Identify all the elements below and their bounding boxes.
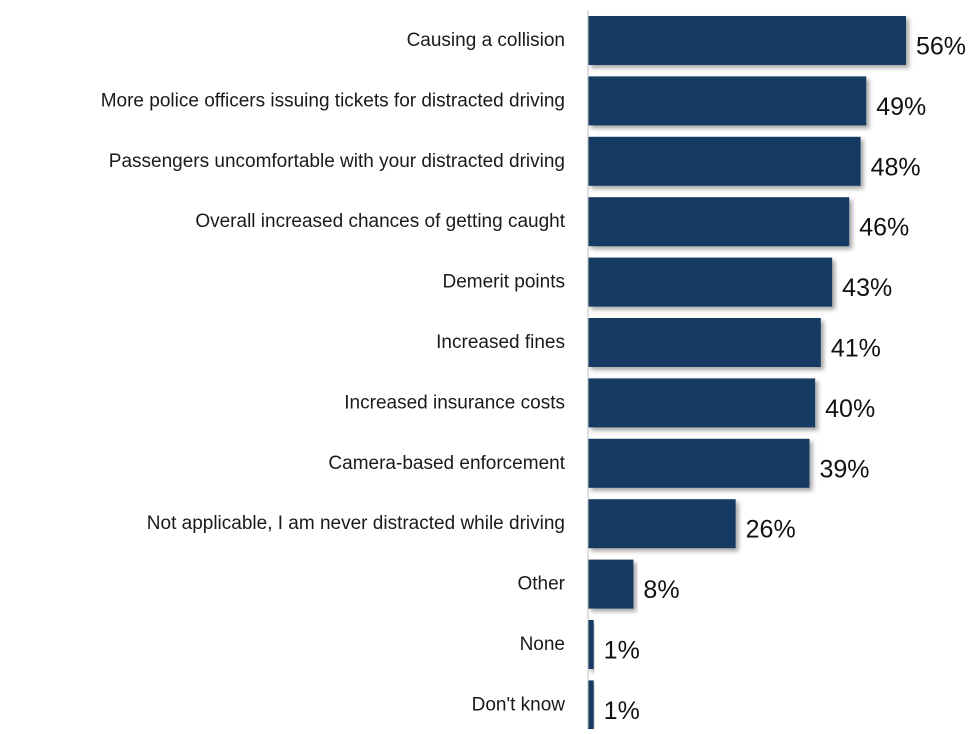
category-label-1: More police officers issuing tickets for… [101,90,565,111]
value-label-11: 1% [604,697,640,725]
bar-10 [588,620,594,669]
category-label-11: Don't know [472,694,566,715]
labels-layer: Causing a collision 56% More police office… [101,30,966,725]
value-label-2: 48% [871,153,921,181]
value-label-8: 26% [746,516,796,544]
category-label-0: Causing a collision [407,30,565,51]
category-label-7: Camera-based enforcement [328,453,565,474]
value-label-5: 41% [831,335,881,363]
bar-0 [588,16,906,65]
value-label-10: 1% [604,637,640,665]
bar-7 [588,438,810,488]
category-label-4: Demerit points [443,272,566,293]
category-label-5: Increased fines [436,332,565,353]
bar-1 [588,76,867,126]
value-label-6: 40% [825,395,875,423]
bar-5 [588,318,821,367]
category-label-9: Other [517,574,565,595]
category-label-6: Increased insurance costs [344,392,565,413]
bar-11 [588,680,594,730]
bars-layer [588,16,906,730]
value-label-1: 49% [876,93,926,121]
category-label-10: None [520,634,565,655]
value-label-4: 43% [842,274,892,302]
bar-2 [588,136,861,186]
bar-9 [588,559,634,609]
bar-4 [588,257,833,307]
bar-3 [588,197,850,247]
value-label-3: 46% [859,214,909,242]
category-label-8: Not applicable, I am never distracted wh… [147,513,565,534]
value-label-0: 56% [916,33,966,61]
category-label-2: Passengers uncomfortable with your distr… [109,151,565,172]
bar-8 [588,499,736,549]
value-label-7: 39% [819,455,869,483]
category-label-3: Overall increased chances of getting cau… [195,211,565,232]
value-label-9: 8% [643,576,679,604]
bar-6 [588,378,816,428]
